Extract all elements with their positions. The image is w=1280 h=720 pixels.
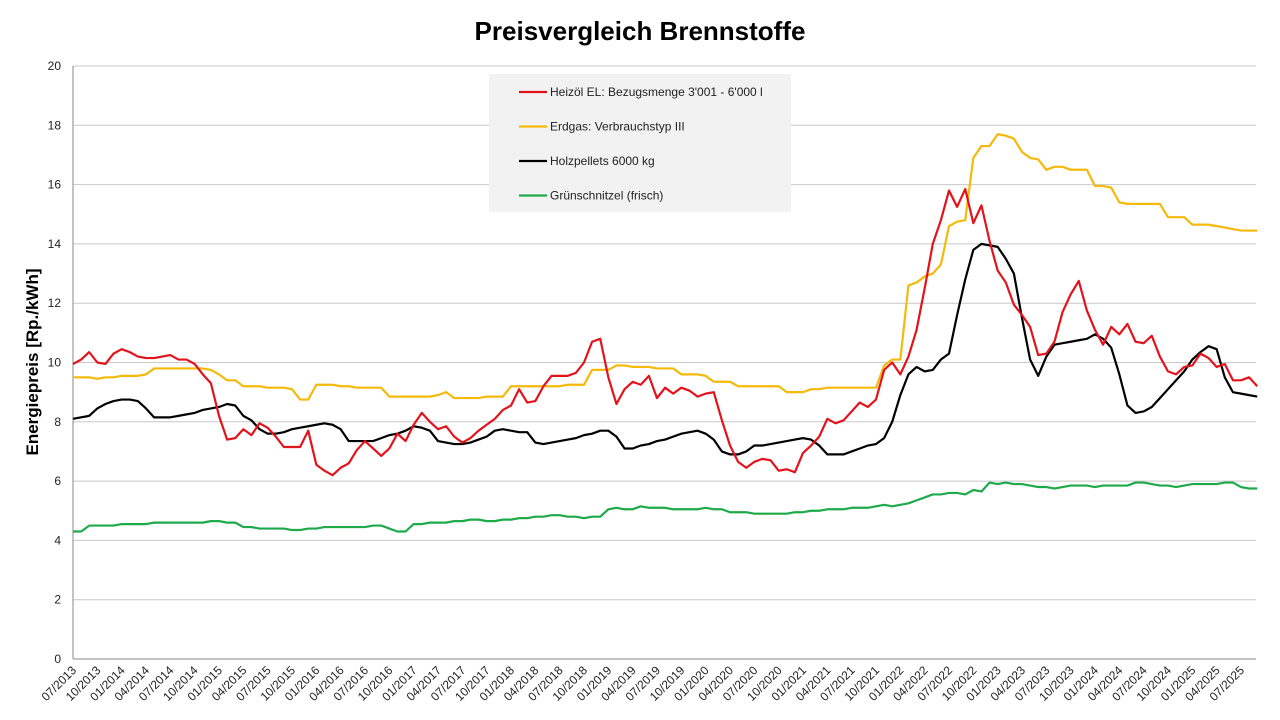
legend-label: Holzpellets 6000 kg (550, 154, 655, 168)
y-tick-label: 6 (54, 474, 61, 488)
y-tick-label: 14 (48, 237, 62, 251)
y-tick-label: 10 (48, 356, 62, 370)
y-tick-label: 8 (54, 415, 61, 429)
legend-label: Heizöl EL: Bezugsmenge 3'001 - 6'000 l (550, 85, 763, 99)
y-tick-label: 16 (48, 178, 62, 192)
legend-label: Grünschnitzel (frisch) (550, 189, 663, 203)
series-line (72, 242, 1258, 456)
legend-label: Erdgas: Verbrauchstyp III (550, 120, 685, 134)
series-line (73, 481, 1258, 533)
y-tick-label: 20 (48, 59, 62, 73)
series-line (72, 187, 1259, 477)
chart-title: Preisvergleich Brennstoffe (475, 16, 806, 46)
legend-box (489, 74, 791, 212)
y-tick-label: 12 (48, 296, 62, 310)
y-tick-label: 18 (48, 118, 62, 132)
y-tick-label: 4 (54, 533, 61, 547)
y-axis-label: Energiepreis [Rp./kWh] (23, 268, 42, 455)
y-tick-label: 2 (54, 593, 61, 607)
series-line (73, 133, 1258, 401)
y-tick-label: 0 (54, 652, 61, 666)
